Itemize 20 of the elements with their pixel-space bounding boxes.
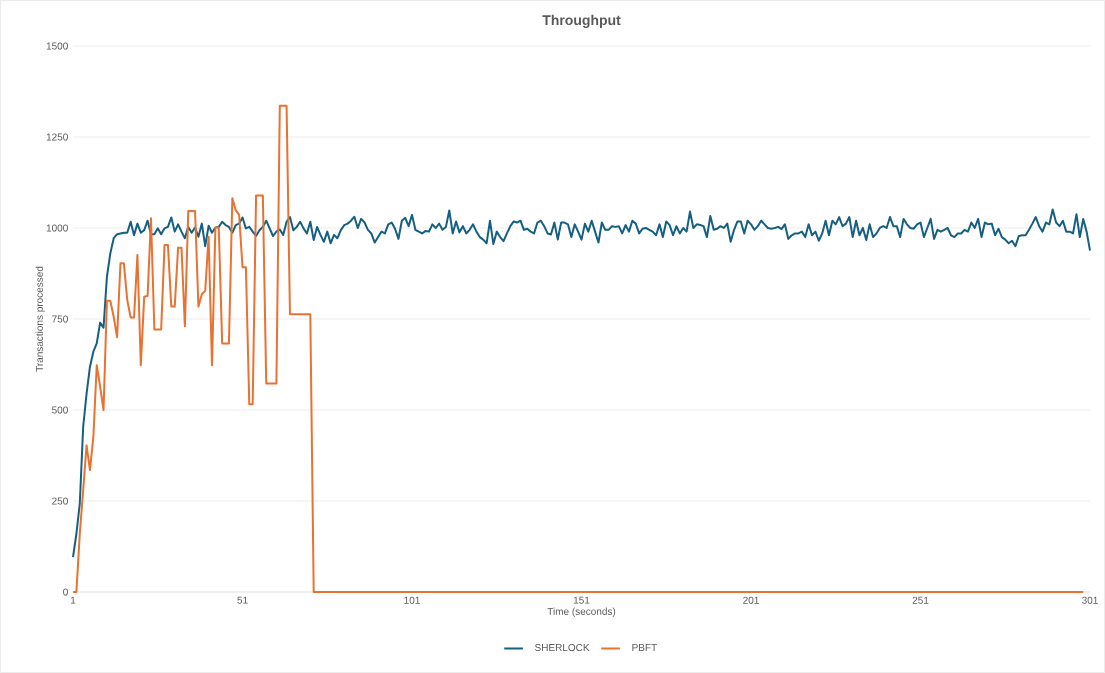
y-tick-label: 1000 bbox=[46, 224, 68, 232]
legend-label: PBFT bbox=[632, 644, 657, 651]
x-tick-label: 201 bbox=[743, 596, 759, 604]
x-axis-title: Time (seconds) bbox=[547, 607, 616, 617]
line-series bbox=[72, 208, 1091, 559]
x-tick-label: 101 bbox=[404, 596, 420, 604]
y-axis-title: Transactions processed bbox=[35, 266, 45, 372]
y-tick-label: 1500 bbox=[46, 42, 68, 50]
x-tick-label: 251 bbox=[912, 596, 929, 604]
y-tick-label: 750 bbox=[52, 315, 68, 323]
chart-title: Throughput bbox=[542, 14, 621, 28]
y-tick-label: 250 bbox=[52, 497, 68, 505]
y-tick-label: 500 bbox=[52, 406, 68, 414]
y-tick-label: 0 bbox=[63, 588, 68, 596]
y-tick-label: 1250 bbox=[46, 133, 68, 141]
legend-label: SHERLOCK bbox=[535, 644, 590, 652]
x-tick-label: 51 bbox=[237, 596, 248, 604]
x-tick-label: 301 bbox=[1082, 596, 1098, 604]
x-tick-label: 151 bbox=[573, 596, 590, 604]
x-tick-label: 1 bbox=[70, 596, 76, 604]
